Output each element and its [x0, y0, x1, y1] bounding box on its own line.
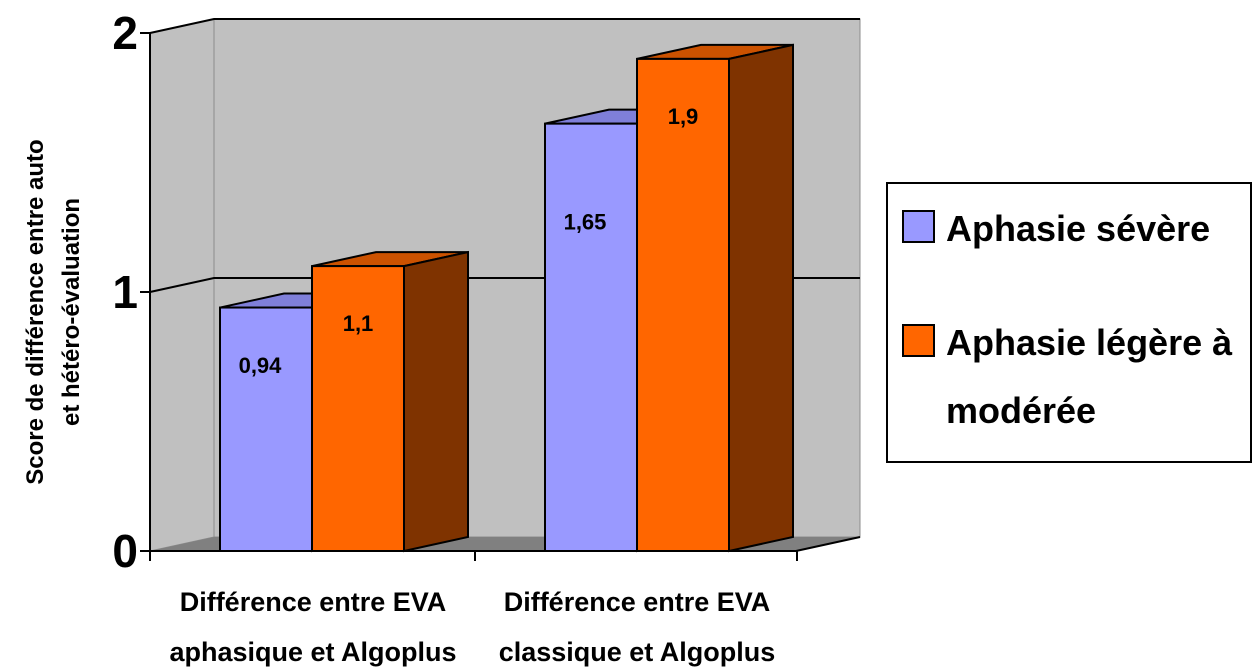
gridline: [149, 18, 860, 34]
x-category-label: Différence entre EVA: [180, 587, 447, 617]
legend-label: Aphasie légère à: [946, 322, 1233, 363]
bar: [544, 122, 638, 553]
data-label: 1,65: [564, 210, 607, 235]
bar-side: [728, 43, 794, 553]
y-tick-label: 1: [112, 266, 138, 318]
legend-label: Aphasie sévère: [946, 208, 1210, 249]
data-label: 1,1: [343, 311, 374, 336]
y-tick-labels: 0 1 2: [112, 7, 138, 577]
bar: [636, 57, 730, 553]
y-axis-label-line: Score de différence entre auto: [22, 139, 49, 484]
legend-label: modérée: [946, 390, 1096, 431]
data-label: 1,9: [668, 104, 699, 129]
chart-bars: [219, 43, 794, 553]
y-tick-label: 2: [112, 7, 138, 59]
bar: [219, 306, 313, 553]
bar-side: [403, 250, 469, 553]
data-label: 0,94: [239, 353, 283, 378]
legend-swatch: [902, 210, 935, 243]
y-axis-label-line: et hétéro-évaluation: [58, 198, 85, 426]
data-labels: 0,94 1,1 1,65 1,9: [239, 104, 699, 378]
x-category-label: Différence entre EVA: [504, 587, 771, 617]
y-axis-label: Score de différence entre auto et hétéro-…: [22, 139, 85, 484]
x-axis-floor-edge: [795, 536, 861, 552]
y-tick-label: 0: [112, 525, 138, 577]
x-category-labels: Différence entre EVA aphasique et Algoplu…: [169, 587, 775, 667]
x-category-label: aphasique et Algoplus: [169, 637, 456, 667]
legend-swatch: [902, 324, 935, 357]
bar: [311, 265, 405, 552]
legend-box: [886, 182, 1252, 463]
legend: Aphasie sévère Aphasie légère à modérée: [886, 182, 1252, 463]
x-category-label: classique et Algoplus: [499, 637, 776, 667]
